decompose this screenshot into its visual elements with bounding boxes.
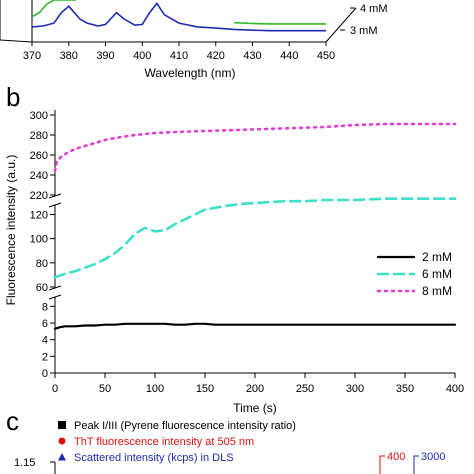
panel-a-lines bbox=[31, 0, 326, 32]
panel-b-x-axis-label: Time (s) bbox=[233, 401, 277, 415]
panel-b-x-tick-label: 400 bbox=[446, 383, 464, 395]
panel-b-y-tick-label: 120 bbox=[30, 209, 48, 221]
panel-b-series-line-2 bbox=[53, 122, 457, 173]
panel-b-y-tick-label: 2 bbox=[42, 351, 48, 363]
panel-b-y-tick-label: 240 bbox=[30, 170, 48, 182]
panel-b-x-tick-label: 300 bbox=[346, 383, 364, 395]
panel-b-legend-label: 2 mM bbox=[422, 250, 452, 264]
panel-a-x-tick-label: 450 bbox=[317, 50, 335, 62]
panel-a-floor-edge bbox=[0, 39, 33, 43]
panel-b-lines bbox=[53, 122, 457, 330]
panel-a-x-axis-label: Wavelength (nm) bbox=[145, 66, 236, 80]
panel-b-x-tick-label: 200 bbox=[246, 383, 264, 395]
panel-a: 370 380 390 400 410 420 430 440 450 4 mM 3 mM Wav… bbox=[0, 0, 388, 80]
panel-b-y-tick-label: 0 bbox=[42, 368, 48, 380]
panel-a-x-tick-label: 410 bbox=[170, 50, 188, 62]
panel-b-axis-break-mark bbox=[48, 202, 62, 208]
panel-c-axis-right-red bbox=[379, 455, 385, 474]
panel-b: b 0 50 100 150 200 250 300 350 400 2202402602803… bbox=[4, 82, 464, 415]
panel-a-x-tick-label: 380 bbox=[60, 50, 78, 62]
panel-b-legend: 2 mM 6 mM 8 mM bbox=[376, 250, 452, 298]
panel-b-y-tick-label: 260 bbox=[30, 150, 48, 162]
panel-a-x-ticks: 370 380 390 400 410 420 430 440 450 bbox=[23, 42, 335, 62]
panel-b-axis-break-gap bbox=[49, 288, 61, 297]
panel-a-x-tick-label: 440 bbox=[280, 50, 298, 62]
panel-b-x-tick-label: 100 bbox=[146, 383, 164, 395]
panel-c: c Peak I/III (Pyrene fluorescence intens… bbox=[6, 406, 445, 474]
panel-b-axis-break-mark bbox=[48, 294, 62, 300]
panel-c-legend: Peak I/III (Pyrene fluorescence intensit… bbox=[58, 420, 296, 464]
panel-a-depth-labels: 4 mM 3 mM bbox=[340, 3, 388, 37]
panel-b-x-ticks: 0 50 100 150 200 250 300 350 400 bbox=[52, 373, 464, 395]
panel-a-depth-label: 3 mM bbox=[350, 25, 378, 37]
panel-a-x-tick-label: 430 bbox=[243, 50, 261, 62]
panel-c-legend-label: Scattered intensity (kcps) in DLS bbox=[74, 452, 234, 464]
panel-b-axis-break-gap bbox=[49, 196, 61, 205]
panel-b-series-line-0 bbox=[53, 322, 457, 330]
panel-b-y-tick-label: 80 bbox=[36, 258, 48, 270]
panel-b-legend-label: 8 mM bbox=[422, 284, 452, 298]
panel-b-series-line-1 bbox=[53, 197, 457, 279]
panel-b-y-tick-label: 280 bbox=[30, 130, 48, 142]
panel-c-y-tick-right-blue: 3000 bbox=[421, 451, 445, 463]
panel-b-x-tick-label: 50 bbox=[99, 383, 111, 395]
panel-b-axis-break-mark bbox=[48, 193, 62, 199]
panel-a-x-tick-label: 400 bbox=[133, 50, 151, 62]
panel-b-y-tick-label: 4 bbox=[42, 335, 48, 347]
panel-b-axis-break-mark bbox=[48, 285, 62, 291]
panel-a-series-line-2 bbox=[234, 21, 326, 25]
panel-b-x-tick-label: 150 bbox=[196, 383, 214, 395]
panel-a-x-tick-label: 420 bbox=[207, 50, 225, 62]
panel-b-y-tick-label: 8 bbox=[42, 301, 48, 313]
panel-a-axes bbox=[0, 0, 357, 43]
panel-a-x-tick-label: 390 bbox=[96, 50, 114, 62]
panel-c-label: c bbox=[6, 406, 19, 436]
panel-c-y-tick-right-red: 400 bbox=[387, 451, 405, 463]
panel-b-x-tick-label: 350 bbox=[396, 383, 414, 395]
panel-b-y-axis-label: Fluorescence intensity (a.u.) bbox=[4, 155, 18, 306]
panel-a-x-tick-label: 370 bbox=[23, 50, 41, 62]
panel-c-legend-label: ThT fluorescence intensity at 505 nm bbox=[74, 436, 254, 448]
panel-c-legend-label: Peak I/III (Pyrene fluorescence intensit… bbox=[74, 420, 296, 432]
panel-b-y-tick-label: 100 bbox=[30, 234, 48, 246]
panel-b-y-tick-label: 300 bbox=[30, 110, 48, 122]
panel-c-y-tick-left: 1.15 bbox=[14, 457, 35, 469]
panel-c-legend-marker-square bbox=[58, 421, 66, 429]
panel-a-depth-label: 4 mM bbox=[360, 3, 388, 15]
panel-b-y-tick-label: 60 bbox=[36, 282, 48, 294]
panel-c-legend-marker-circle bbox=[58, 437, 66, 445]
panel-b-x-tick-label: 0 bbox=[52, 383, 58, 395]
panel-a-series-line-0 bbox=[31, 2, 326, 32]
panel-b-y-ticks: 220 240 260 280 300 60 80 100 120 0 2 4 6 8 bbox=[30, 110, 55, 380]
panel-c-axis-right-blue bbox=[413, 455, 419, 474]
panel-a-depth-axis bbox=[325, 7, 357, 43]
panel-b-legend-label: 6 mM bbox=[422, 267, 452, 281]
panel-b-y-tick-label: 220 bbox=[30, 190, 48, 202]
panel-c-legend-marker-triangle bbox=[58, 453, 66, 461]
panel-b-label: b bbox=[6, 82, 20, 112]
panel-b-y-tick-label: 6 bbox=[42, 318, 48, 330]
panel-a-series-line-1 bbox=[31, 0, 77, 18]
panel-b-axes bbox=[48, 110, 455, 374]
panel-b-x-tick-label: 250 bbox=[296, 383, 314, 395]
